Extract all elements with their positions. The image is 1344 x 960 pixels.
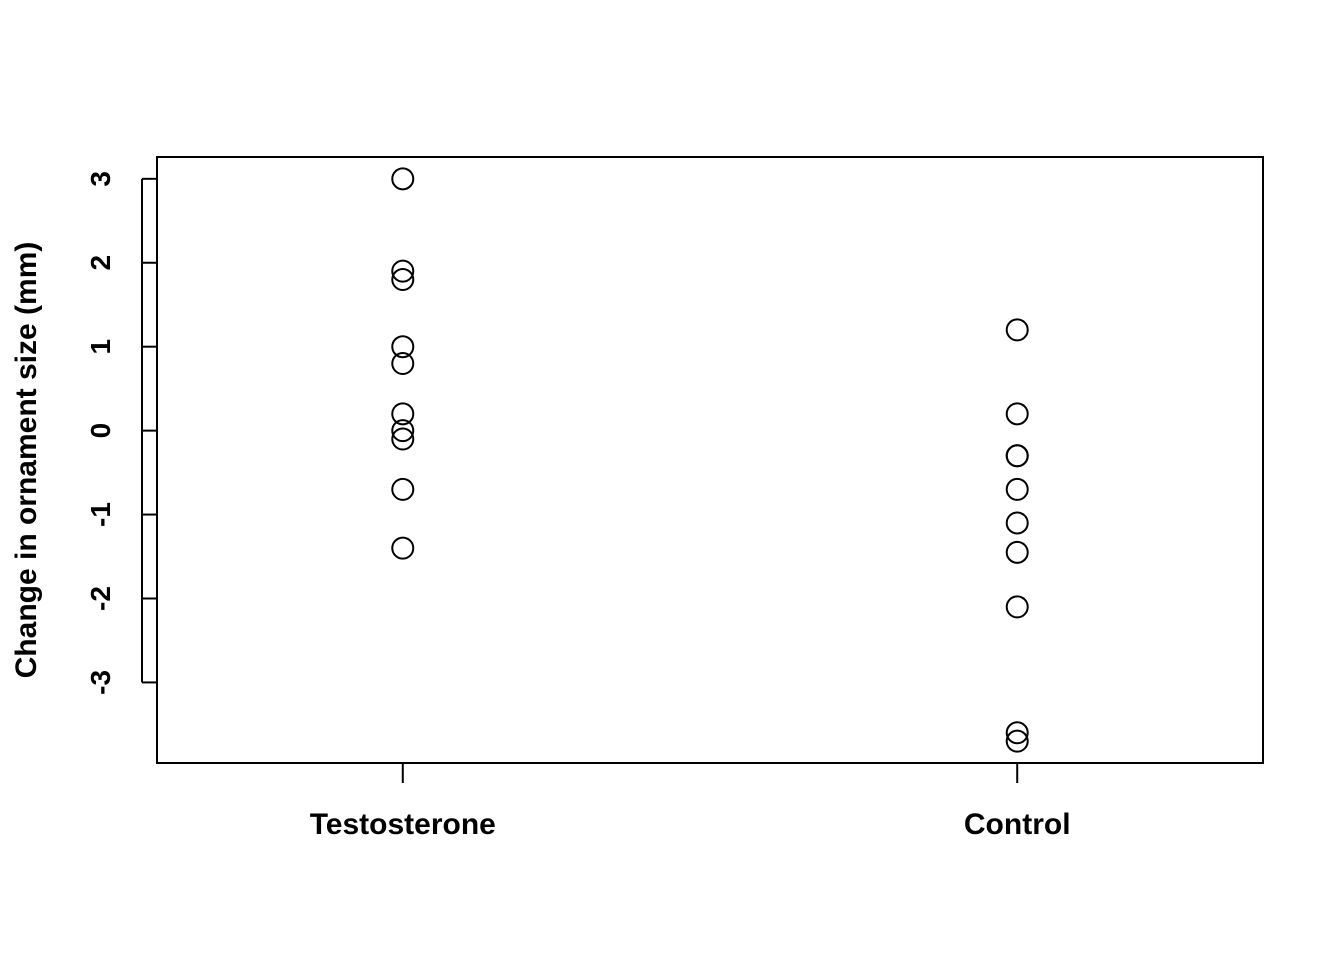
- data-point: [391, 477, 415, 501]
- data-point: [391, 351, 415, 375]
- data-point: [391, 259, 415, 283]
- data-point: [1005, 729, 1029, 753]
- y-axis: -3 -2 -1 0 1 2 3: [85, 171, 157, 695]
- data-point: [1005, 511, 1029, 535]
- data-point: [391, 268, 415, 292]
- x-category-label: Testosterone: [310, 808, 496, 841]
- data-point: [1005, 721, 1029, 745]
- y-tick-label: 3: [85, 171, 116, 187]
- y-axis-title: Change in ornament size (mm): [10, 242, 43, 679]
- data-point: [391, 167, 415, 191]
- data-point: [1005, 318, 1029, 342]
- data-points: [391, 167, 1029, 753]
- y-tick-label: 2: [85, 255, 116, 271]
- data-point: [391, 427, 415, 451]
- y-tick-label: -2: [85, 586, 116, 611]
- data-point: [391, 419, 415, 443]
- y-tick-label: 0: [85, 423, 116, 439]
- y-tick-label: 1: [85, 339, 116, 355]
- y-tick-label: -3: [85, 670, 116, 695]
- data-point: [1005, 477, 1029, 501]
- data-point: [391, 402, 415, 426]
- x-axis: Testosterone Control: [310, 763, 1071, 841]
- x-category-label: Control: [964, 808, 1071, 841]
- data-point: [1005, 402, 1029, 426]
- data-point: [1005, 444, 1029, 468]
- data-point: [391, 335, 415, 359]
- data-point: [1005, 540, 1029, 564]
- data-point: [391, 536, 415, 560]
- data-point: [1005, 595, 1029, 619]
- y-tick-label: -1: [85, 502, 116, 527]
- plot-frame: [156, 156, 1264, 764]
